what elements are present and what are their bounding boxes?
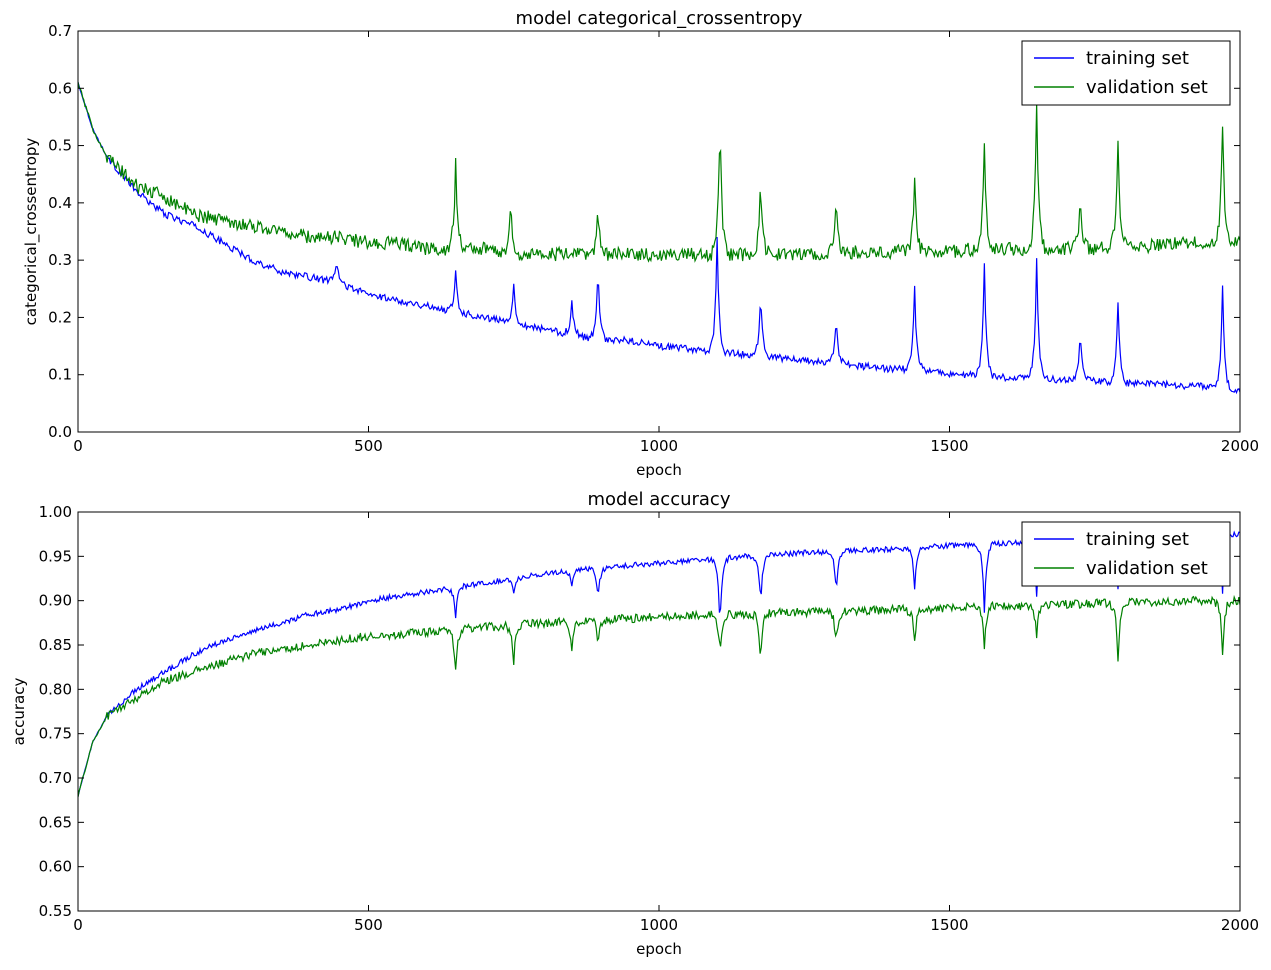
- legend-label: training set: [1086, 529, 1189, 550]
- y-tick-label: 0.75: [39, 725, 72, 743]
- x-tick-label: 1000: [640, 916, 678, 934]
- x-tick-label: 2000: [1221, 916, 1259, 934]
- y-tick-label: 0.85: [39, 636, 72, 654]
- y-tick-label: 0.1: [48, 366, 72, 384]
- y-tick-label: 0.80: [39, 680, 72, 698]
- legend-label: validation set: [1086, 77, 1208, 98]
- y-tick-label: 0.0: [48, 423, 72, 441]
- series-line-validation-set: [78, 594, 1240, 798]
- x-axis-label: epoch: [636, 940, 682, 958]
- y-tick-label: 0.5: [48, 137, 72, 155]
- y-tick-label: 0.65: [39, 813, 72, 831]
- x-tick-label: 2000: [1221, 437, 1259, 455]
- y-tick-label: 0.55: [39, 902, 72, 920]
- x-axis-label: epoch: [636, 461, 682, 479]
- chart-panel-1: model categorical_crossentropy 0 500 1000 15…: [22, 8, 1259, 479]
- chart-title: model accuracy: [588, 489, 731, 510]
- chart-panel-2: model accuracy 0 500 1000 1500 2000 0.55 0.60 0.…: [10, 489, 1259, 958]
- x-tick-label: 500: [354, 437, 383, 455]
- y-axis-label: categorical_crossentropy: [22, 138, 41, 326]
- y-tick-label: 0.7: [48, 22, 72, 40]
- y-tick-label: 0.90: [39, 592, 72, 610]
- y-tick-label: 0.70: [39, 769, 72, 787]
- x-tick-label: 0: [73, 916, 83, 934]
- legend: training set validation set: [1021, 521, 1231, 587]
- legend-box: [1021, 521, 1231, 587]
- y-tick-label: 0.4: [48, 194, 72, 212]
- series-line-validation-set: [78, 81, 1240, 263]
- y-axis-label: accuracy: [10, 678, 28, 746]
- legend-label: training set: [1086, 48, 1189, 69]
- chart-title: model categorical_crossentropy: [516, 8, 803, 29]
- x-tick-label: 0: [73, 437, 83, 455]
- series-line-training-set: [78, 82, 1240, 395]
- y-tick-label: 0.3: [48, 251, 72, 269]
- legend-box: [1021, 40, 1231, 106]
- x-tick-label: 1500: [930, 916, 968, 934]
- y-tick-label: 0.2: [48, 308, 72, 326]
- legend-label: validation set: [1086, 558, 1208, 579]
- x-tick-label: 1500: [930, 437, 968, 455]
- y-tick-label: 0.95: [39, 547, 72, 565]
- y-tick-label: 1.00: [39, 503, 72, 521]
- legend: training set validation set: [1021, 40, 1231, 106]
- y-tick-label: 0.6: [48, 79, 72, 97]
- x-tick-label: 1000: [640, 437, 678, 455]
- y-tick-label: 0.60: [39, 858, 72, 876]
- x-tick-label: 500: [354, 916, 383, 934]
